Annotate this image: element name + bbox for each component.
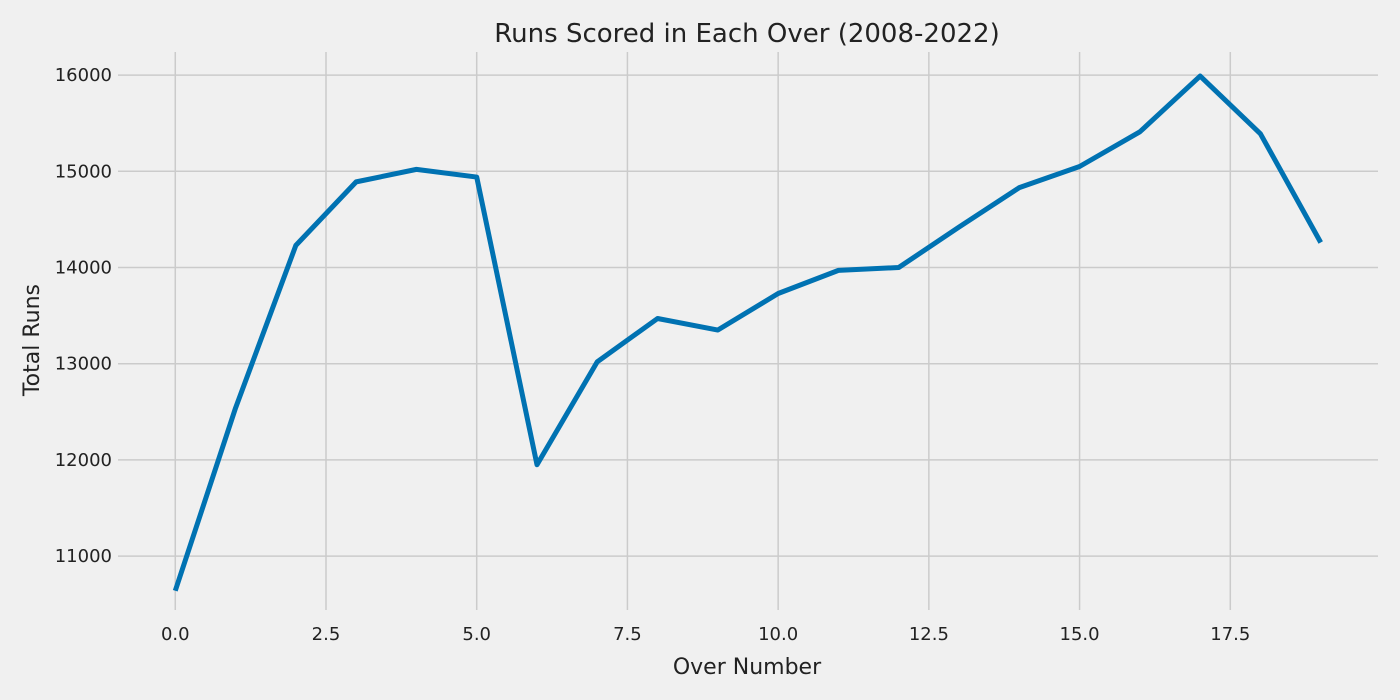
- y-tick-label: 16000: [55, 65, 112, 86]
- y-axis-label: Total Runs: [20, 284, 45, 397]
- x-tick-label: 10.0: [758, 624, 798, 645]
- y-tick-label: 14000: [55, 258, 112, 279]
- y-tick-label: 15000: [55, 161, 112, 182]
- x-tick-label: 17.5: [1210, 624, 1250, 645]
- x-tick-label: 12.5: [909, 624, 949, 645]
- series-layer: [172, 73, 1323, 592]
- x-tick-label: 0.0: [161, 624, 190, 645]
- x-tick-label: 2.5: [312, 624, 341, 645]
- x-tick-label: 15.0: [1060, 624, 1100, 645]
- chart-title: Runs Scored in Each Over (2008-2022): [494, 19, 999, 49]
- y-tick-label: 13000: [55, 354, 112, 375]
- x-tick-label: 7.5: [613, 624, 642, 645]
- y-tick-labels: 11000 12000 13000 14000 15000 16000: [55, 65, 112, 567]
- x-tick-label: 5.0: [462, 624, 491, 645]
- series-line: [172, 73, 1323, 592]
- x-axis-label: Over Number: [673, 655, 822, 680]
- x-tick-labels: 0.0 2.5 5.0 7.5 10.0 12.5 15.0 17.5: [161, 624, 1250, 645]
- grid-lines: [118, 52, 1378, 610]
- y-tick-label: 11000: [55, 546, 112, 567]
- y-tick-label: 12000: [55, 450, 112, 471]
